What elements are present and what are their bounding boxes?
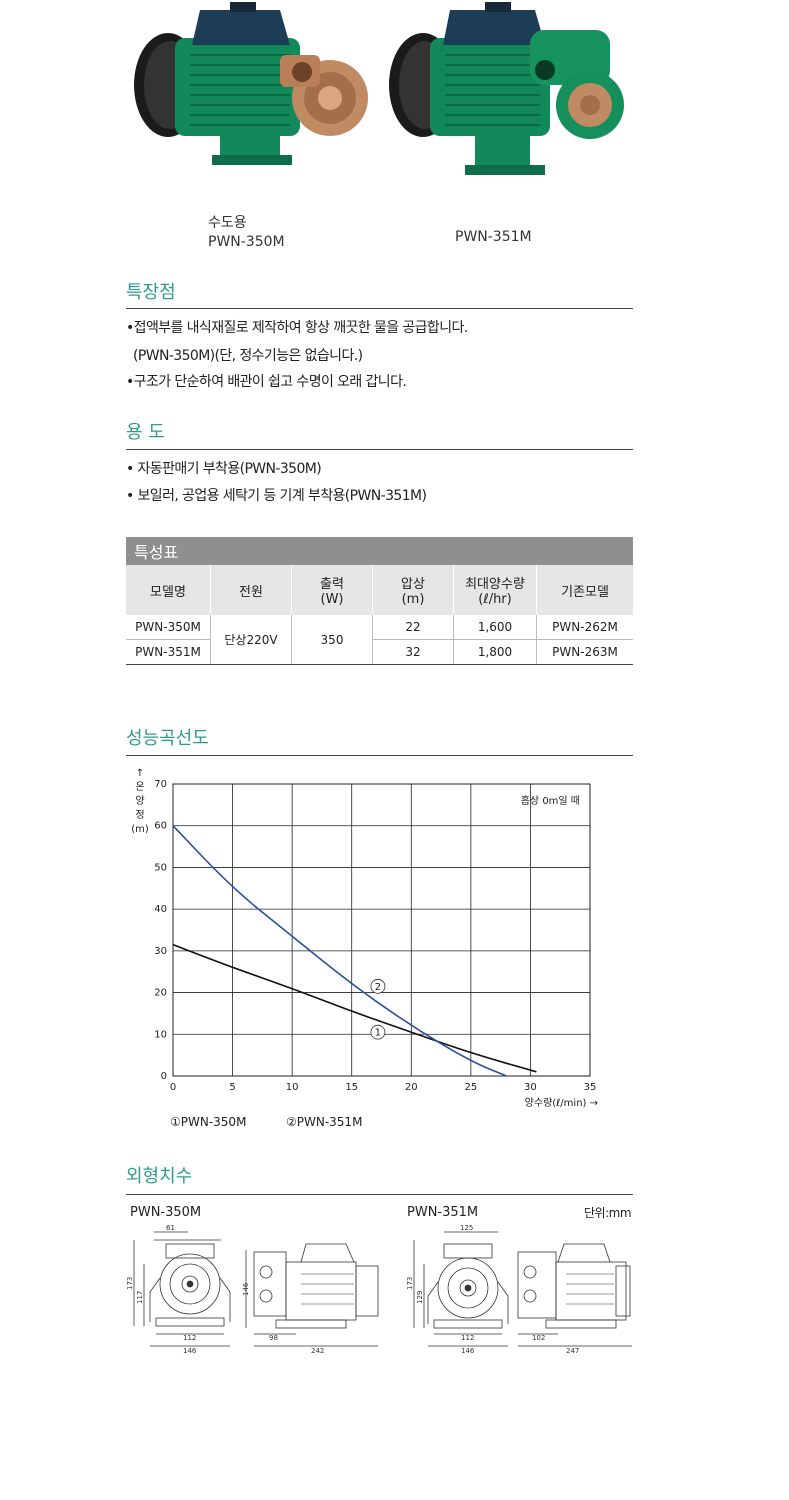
y-tick-label: 10 xyxy=(154,1029,167,1040)
y-tick-label: 70 xyxy=(154,779,167,790)
x-tick-label: 20 xyxy=(405,1082,418,1093)
dimension-unit: 단위:mm xyxy=(584,1206,632,1220)
x-tick-label: 10 xyxy=(286,1082,299,1093)
x-tick-label: 15 xyxy=(345,1082,358,1093)
spec-cell-model: PWN-350M xyxy=(126,615,211,640)
x-tick-label: 5 xyxy=(229,1082,235,1093)
chart-ylabel: ↑ 온양정 (m) xyxy=(131,768,149,835)
side-view-350m xyxy=(245,1243,379,1347)
y-tick-label: 60 xyxy=(154,821,167,832)
spec-cell-flow: 1,600 xyxy=(453,615,537,640)
series-marker-1 xyxy=(370,1024,386,1040)
legend-item-2: ②PWN-351M xyxy=(286,1115,362,1129)
dim-350m-side-length: 242 xyxy=(311,1347,324,1355)
usage-item-2: • 보일러, 공업용 세탁기 등 기계 부착용(PWN-351M) xyxy=(126,488,427,504)
dim-350m-side-height: 146 xyxy=(242,1282,250,1296)
spec-cell-power: 단상220V xyxy=(210,615,292,665)
side-view-351m xyxy=(517,1243,632,1347)
spec-header-power: 전원 xyxy=(210,565,292,615)
dim-350m-front-base: 112 xyxy=(183,1334,196,1342)
dimension-model-1: PWN-350M xyxy=(130,1205,202,1220)
y-tick-label: 40 xyxy=(154,904,167,915)
chart-grid xyxy=(172,783,591,1077)
spec-header-output: 출력 (W) xyxy=(291,565,373,615)
chart-xlabel: 양수량(ℓ/min) → xyxy=(525,1097,598,1109)
dim-350m-front-width: 146 xyxy=(183,1347,197,1355)
series-marker-2 xyxy=(370,978,386,994)
dimensions-title: 외형치수 xyxy=(126,1166,193,1187)
pump-photo-pwn-350m xyxy=(134,2,368,165)
x-tick-label: 30 xyxy=(524,1082,537,1093)
legend-item-1: ①PWN-350M xyxy=(170,1115,246,1129)
spec-cell-head: 22 xyxy=(372,615,454,640)
series-marker-label-1: 1 xyxy=(375,1028,381,1039)
dim-351m-side-base: 102 xyxy=(532,1334,545,1342)
usage-title: 용 도 xyxy=(126,422,165,443)
y-tick-label: 30 xyxy=(154,946,167,957)
product-caption-2-model: PWN-351M xyxy=(455,229,532,245)
dim-350m-front-height: 173 xyxy=(126,1277,134,1290)
chart-ylabel-part: ↑ xyxy=(136,768,144,779)
dim-351m-side-length: 247 xyxy=(566,1347,579,1355)
chart-ylabel-part: 정 xyxy=(135,809,144,821)
chart-ylabel-part: (m) xyxy=(131,824,149,835)
dimension-model-2: PWN-351M xyxy=(407,1205,479,1220)
dim-350m-side-base: 98 xyxy=(269,1334,278,1342)
y-tick-label: 50 xyxy=(154,862,167,873)
front-view-351m xyxy=(413,1231,509,1347)
product-caption-1-line1: 수도용 xyxy=(208,215,247,231)
spec-header-old-model: 기존모델 xyxy=(536,565,633,615)
spec-cell-old-model: PWN-263M xyxy=(536,639,633,665)
feature-item-1: •접액부를 내식재질로 제작하여 항상 깨끗한 물을 공급합니다. xyxy=(126,320,468,336)
product-caption-1-model: PWN-350M xyxy=(208,234,285,250)
feature-item-2: (PWN-350M)(단, 정수기능은 없습니다.) xyxy=(133,348,363,364)
spec-table-caption: 특성표 xyxy=(126,537,633,565)
usage-item-1: • 자동판매기 부착용(PWN-350M) xyxy=(126,461,322,477)
spec-cell-flow: 1,800 xyxy=(453,639,537,665)
y-tick-label: 0 xyxy=(161,1071,167,1082)
performance-divider xyxy=(126,755,633,756)
spec-cell-output: 350 xyxy=(291,615,373,665)
front-view-350m xyxy=(133,1231,231,1347)
dim-351m-front-height: 173 xyxy=(406,1277,414,1290)
series-marker-label-2: 2 xyxy=(375,982,381,993)
dim-351m-front-width: 146 xyxy=(461,1347,475,1355)
chart-series: 12 xyxy=(172,825,537,1077)
table-row: PWN-351M 32 1,800 PWN-263M xyxy=(126,639,633,665)
spec-cell-old-model: PWN-262M xyxy=(536,615,633,640)
chart-ylabel-part: 양 xyxy=(135,795,144,807)
series-line-1 xyxy=(172,943,537,1073)
dim-351m-front-base: 112 xyxy=(461,1334,474,1342)
spec-header-model: 모델명 xyxy=(126,565,211,615)
spec-header-flow: 최대양수량 (ℓ/hr) xyxy=(453,565,537,615)
chart-ylabel-part: 온 xyxy=(135,781,144,793)
spec-header-head: 압상 (m) xyxy=(372,565,454,615)
dim-351m-front-top: 125 xyxy=(460,1224,473,1232)
pump-photo-pwn-351m xyxy=(389,2,624,175)
dimensions-divider xyxy=(126,1194,633,1195)
dim-350m-front-inner: 117 xyxy=(136,1291,144,1304)
features-title: 특장점 xyxy=(126,282,176,303)
x-tick-label: 35 xyxy=(584,1082,597,1093)
features-divider xyxy=(126,308,633,309)
table-row: PWN-350M 단상220V 350 22 1,600 PWN-262M xyxy=(126,615,633,665)
x-tick-label: 25 xyxy=(464,1082,477,1093)
usage-divider xyxy=(126,449,633,450)
chart-note: 흡상 0m일 때 xyxy=(521,794,580,807)
dim-350m-front-top: 61 xyxy=(166,1224,175,1232)
series-line-2 xyxy=(172,825,507,1077)
dimension-drawings: 61 173 117 112 146 146 98 242 125 173 12… xyxy=(126,1224,632,1355)
chart-ticks: 0 5 10 15 20 25 30 35 0 10 20 30 40 50 60 70 xyxy=(154,779,596,1093)
spec-table: 특성표 모델명 전원 출력 (W) 압상 (m) 최대양수량 (ℓ/hr) 기존… xyxy=(126,537,633,665)
spec-cell-model: PWN-351M xyxy=(126,639,211,665)
performance-title: 성능곡선도 xyxy=(126,728,209,749)
feature-item-3: •구조가 단순하여 배관이 쉽고 수명이 오래 갑니다. xyxy=(126,374,407,390)
spec-cell-head: 32 xyxy=(372,639,454,665)
y-tick-label: 20 xyxy=(154,988,167,999)
x-tick-label: 0 xyxy=(170,1082,176,1093)
dim-351m-front-inner: 129 xyxy=(416,1291,424,1304)
